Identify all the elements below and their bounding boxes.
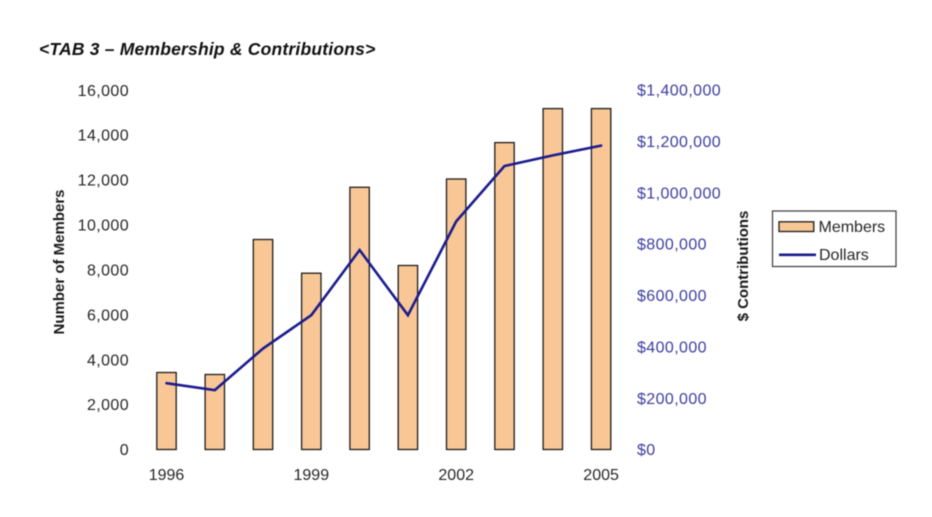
svg-text:$1,000,000: $1,000,000 [637,185,721,202]
svg-text:Members: Members [819,219,886,236]
svg-text:$1,400,000: $1,400,000 [637,83,721,100]
svg-text:Dollars: Dollars [819,247,869,264]
svg-text:2,000: 2,000 [87,397,129,414]
svg-text:$600,000: $600,000 [637,288,707,305]
svg-text:$200,000: $200,000 [637,391,707,408]
svg-text:14,000: 14,000 [78,128,129,145]
svg-text:0: 0 [120,442,129,459]
svg-text:10,000: 10,000 [78,218,129,235]
svg-text:2005: 2005 [583,467,619,484]
svg-text:8,000: 8,000 [87,262,129,279]
svg-text:6,000: 6,000 [87,307,129,324]
svg-text:$ Contributions: $ Contributions [735,211,752,322]
svg-text:1999: 1999 [294,467,330,484]
svg-text:Number of Members: Number of Members [51,189,68,334]
svg-text:$400,000: $400,000 [637,339,707,356]
svg-text:4,000: 4,000 [87,352,129,369]
svg-text:1996: 1996 [149,467,185,484]
svg-text:16,000: 16,000 [78,83,129,100]
svg-text:12,000: 12,000 [78,173,129,190]
svg-text:$1,200,000: $1,200,000 [637,134,721,151]
svg-text:$800,000: $800,000 [637,237,707,254]
svg-text:$0: $0 [637,442,656,459]
svg-text:<TAB 3 – Membership & Contribu: <TAB 3 – Membership & Contributions> [39,39,376,59]
svg-text:2002: 2002 [438,467,474,484]
